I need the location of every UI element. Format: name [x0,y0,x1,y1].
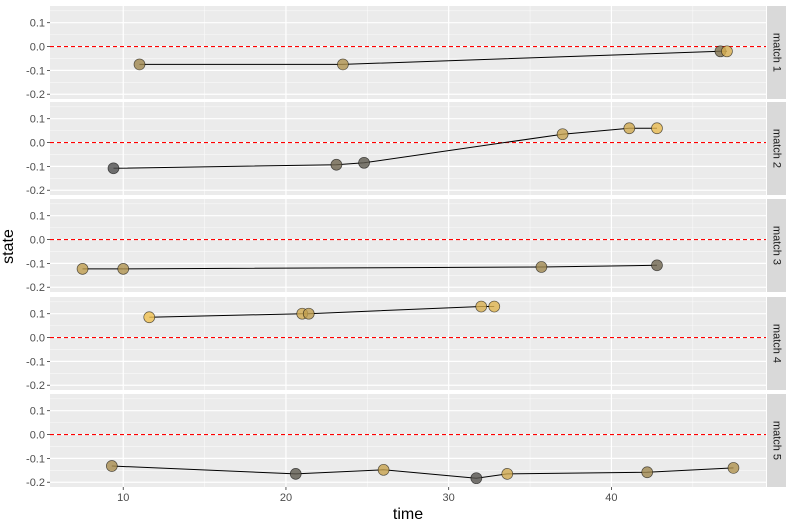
facet-strip [767,297,786,390]
facet-strip-label: match 1 [771,33,783,72]
y-tick-label: -0.2 [26,89,45,101]
data-point [289,468,302,480]
x-tick-label: 10 [117,492,129,504]
data-point [76,263,89,275]
y-tick-label: 0.1 [30,309,45,321]
data-point [535,261,548,273]
data-point [107,162,120,175]
data-point [105,460,118,472]
data-point [133,58,146,71]
y-tick-label: -0.1 [26,161,45,173]
data-point [488,300,501,313]
y-tick-label: -0.2 [26,477,45,489]
facet-strip [767,199,786,292]
x-axis-title: time [393,506,423,523]
data-point [330,158,343,171]
x-axis: 10 20 30 40 [117,487,618,504]
facet-strip-label: match 4 [771,324,783,363]
data-point [337,58,349,71]
y-tick-label: 0.0 [30,235,45,247]
data-point [302,307,315,320]
data-point [358,156,370,169]
y-tick-label: -0.1 [26,65,45,77]
facet-strip [767,102,786,195]
data-point [727,462,740,474]
data-point [143,311,156,324]
data-point [651,259,663,272]
y-tick-label: 0.1 [30,18,45,30]
panel-background [50,102,766,195]
y-tick-label: 0.0 [30,138,45,150]
y-tick-label: 0.0 [30,333,45,345]
y-tick-label: -0.1 [26,356,45,368]
panel-2: -0.2 -0.1 0.0 0.1 match 2 [26,102,786,197]
panel-1: -0.2 -0.1 0.0 0.1 match 1 [26,6,786,101]
x-tick-label: 30 [443,492,455,504]
facet-panels: -0.2 -0.1 0.0 0.1 match 1 -0.2 -0.1 0.0 0.1 match… [26,6,786,489]
data-point [556,128,569,141]
x-tick-label: 40 [605,492,617,504]
data-point [641,466,654,479]
series-line [82,264,658,270]
panel-5: -0.2 -0.1 0.0 0.1 match 5 [26,394,786,489]
data-point [475,300,488,313]
data-point [623,122,636,135]
y-tick-label: -0.2 [26,185,45,197]
y-tick-label: -0.2 [26,380,45,392]
data-point [377,463,390,476]
panel-background [50,6,766,99]
y-tick-label: 0.0 [30,42,45,54]
data-point [470,472,483,485]
y-tick-label: -0.1 [26,453,45,465]
panel-background [50,199,766,292]
data-point [117,263,130,275]
facet-strip [767,6,786,99]
data-point [721,45,733,58]
y-tick-label: 0.0 [30,430,45,442]
panel-background [50,394,766,487]
facet-strip [767,394,786,487]
facet-strip-label: match 5 [771,421,783,460]
y-tick-label: -0.2 [26,282,45,294]
data-point [651,122,663,135]
x-tick-label: 20 [280,492,292,504]
panel-background [50,297,766,390]
y-tick-label: 0.1 [30,406,45,418]
facet-strip-label: match 3 [771,226,783,265]
facet-strip-label: match 2 [771,129,783,168]
data-point [501,468,514,480]
y-tick-label: 0.1 [30,114,45,126]
panel-4: -0.2 -0.1 0.0 0.1 match 4 [26,297,786,392]
y-tick-label: 0.1 [30,211,45,223]
y-axis-title: state [0,229,17,264]
y-tick-label: -0.1 [26,258,45,270]
panel-3: -0.2 -0.1 0.0 0.1 match 3 [26,199,786,294]
